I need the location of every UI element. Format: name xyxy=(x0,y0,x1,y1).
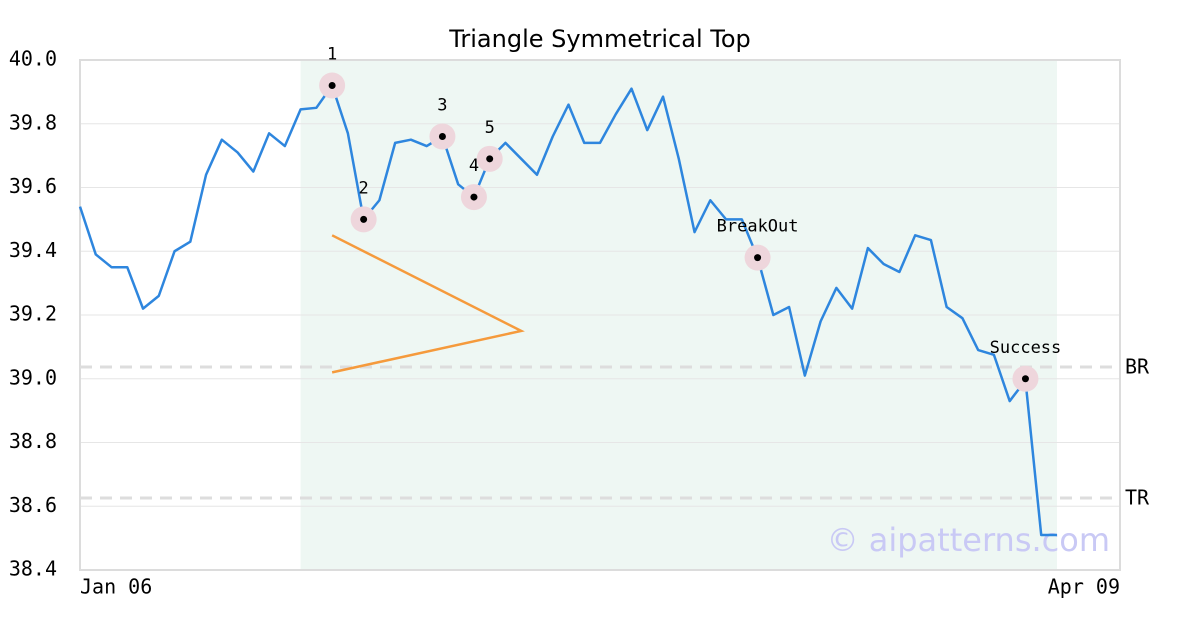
plot-frame xyxy=(79,59,1121,571)
watermark: © aipatterns.com xyxy=(827,521,1110,559)
annotation-dot xyxy=(328,82,336,89)
x-tick-label: Jan 06 xyxy=(80,575,152,599)
annotation-dot xyxy=(486,155,494,163)
x-tick-label: Apr 09 xyxy=(1048,575,1120,599)
annotation-label: 5 xyxy=(485,118,495,138)
y-tick-label: 39.2 xyxy=(9,302,57,326)
triangle-outline xyxy=(331,234,525,374)
annotation-label: 4 xyxy=(469,156,479,176)
y-tick-label: 39.8 xyxy=(9,110,57,134)
annotation-label: BreakOut xyxy=(717,217,799,237)
annotation-label: 1 xyxy=(327,45,337,65)
y-tick-label: 40.0 xyxy=(9,47,57,71)
y-tick-label: 39.4 xyxy=(9,238,57,262)
annotation-label: 2 xyxy=(359,178,369,198)
level-label: BR xyxy=(1125,354,1150,378)
level-label: TR xyxy=(1125,485,1150,509)
y-tick-label: 39.0 xyxy=(9,365,57,389)
annotation-dot xyxy=(470,193,478,201)
annotation-dot xyxy=(438,133,446,140)
annotation-label: 3 xyxy=(437,96,447,116)
y-tick-label: 39.6 xyxy=(9,174,57,198)
annotation-dot xyxy=(1021,375,1029,383)
annotation-dot xyxy=(360,215,368,223)
price-line xyxy=(78,84,1057,537)
annotation-label: Success xyxy=(990,338,1062,358)
y-tick-label: 38.4 xyxy=(9,557,57,581)
chart-title: Triangle Symmetrical Top xyxy=(448,25,751,53)
y-tick-label: 38.6 xyxy=(9,493,57,517)
y-tick-label: 38.8 xyxy=(9,429,57,453)
annotation-dot xyxy=(754,254,762,262)
